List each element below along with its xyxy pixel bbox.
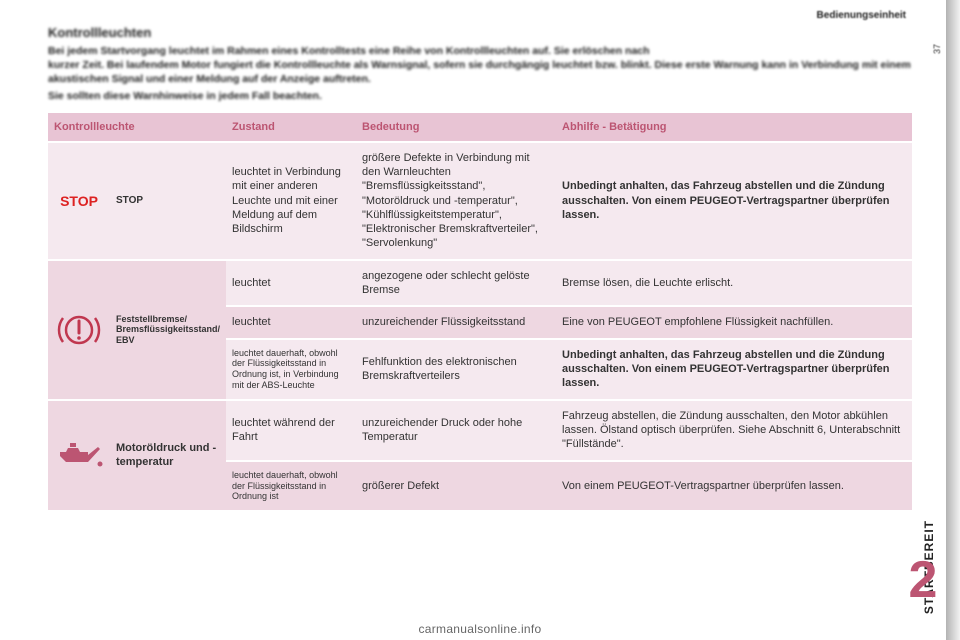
chapter-number: 2 — [909, 554, 938, 606]
brake-bedeutung-2: unzureichender Flüssigkeitsstand — [356, 306, 556, 338]
table-row: Feststellbremse/ Bremsflüssigkeitsstand/… — [48, 260, 912, 307]
stop-zustand: leuchtet in Verbindung mit einer anderen… — [226, 142, 356, 260]
table-row: Motoröldruck und -temperatur leuchtet wä… — [48, 400, 912, 461]
oil-abhilfe-2: Von einem PEUGEOT-Vertragspartner überpr… — [556, 461, 912, 511]
brake-zustand-2: leuchtet — [226, 306, 356, 338]
oil-can-icon — [54, 438, 104, 472]
stop-abhilfe: Unbedingt anhalten, das Fahrzeug abstell… — [556, 142, 912, 260]
brake-zustand-3: leuchtet dauerhaft, obwohl der Flüssigke… — [226, 339, 356, 400]
intro-line: Sie sollten diese Warnhinweise in jedem … — [48, 89, 912, 103]
intro-block: Kontrollleuchten Bei jedem Startvorgang … — [48, 25, 912, 103]
oil-bedeutung-1: unzureichender Druck oder hohe Temperatu… — [356, 400, 556, 461]
brake-bedeutung-3: Fehlfunktion des elektronischen Bremskra… — [356, 339, 556, 400]
col-kontrollleuchte: Kontrollleuchte — [48, 113, 226, 142]
col-zustand: Zustand — [226, 113, 356, 142]
brake-zustand-1: leuchtet — [226, 260, 356, 307]
manual-page: Bedienungseinheit 37 Kontrollleuchten Be… — [0, 0, 960, 640]
intro-heading: Kontrollleuchten — [48, 25, 912, 40]
brake-abhilfe-2: Eine von PEUGEOT empfohlene Flüssigkeit … — [556, 306, 912, 338]
stop-icon-cell: STOP — [48, 142, 110, 260]
brake-warning-icon — [56, 307, 102, 353]
col-abhilfe: Abhilfe - Betätigung — [556, 113, 912, 142]
brake-icon-cell — [48, 260, 110, 400]
page-spine — [946, 0, 960, 640]
oil-zustand-2: leuchtet dauerhaft, obwohl der Flüssigke… — [226, 461, 356, 511]
footer-url: carmanualsonline.info — [0, 622, 960, 636]
intro-line: kurzer Zeit. Bei laufendem Motor fungier… — [48, 58, 912, 86]
stop-label: STOP — [110, 142, 226, 260]
brake-label: Feststellbremse/ Bremsflüssigkeitsstand/… — [110, 260, 226, 400]
oil-icon-cell — [48, 400, 110, 511]
table-header-row: Kontrollleuchte Zustand Bedeutung Abhilf… — [48, 113, 912, 142]
oil-label: Motoröldruck und -temperatur — [110, 400, 226, 511]
section-header: Bedienungseinheit — [48, 10, 912, 21]
page-number: 37 — [932, 44, 942, 54]
brake-abhilfe-3: Unbedingt anhalten, das Fahrzeug abstell… — [556, 339, 912, 400]
col-bedeutung: Bedeutung — [356, 113, 556, 142]
stop-bedeutung: größere Defekte in Verbindung mit den Wa… — [356, 142, 556, 260]
stop-icon: STOP — [60, 193, 98, 209]
brake-abhilfe-1: Bremse lösen, die Leuchte erlischt. — [556, 260, 912, 307]
intro-line: Bei jedem Startvorgang leuchtet im Rahme… — [48, 44, 912, 58]
chapter-tab: 2 — [898, 540, 948, 620]
oil-zustand-1: leuchtet während der Fahrt — [226, 400, 356, 461]
table-row: STOP STOP leuchtet in Verbindung mit ein… — [48, 142, 912, 260]
oil-bedeutung-2: größerer Defekt — [356, 461, 556, 511]
warning-lights-table: Kontrollleuchte Zustand Bedeutung Abhilf… — [48, 113, 912, 512]
oil-abhilfe-1: Fahrzeug abstellen, die Zündung ausschal… — [556, 400, 912, 461]
brake-bedeutung-1: angezogene oder schlecht gelöste Bremse — [356, 260, 556, 307]
